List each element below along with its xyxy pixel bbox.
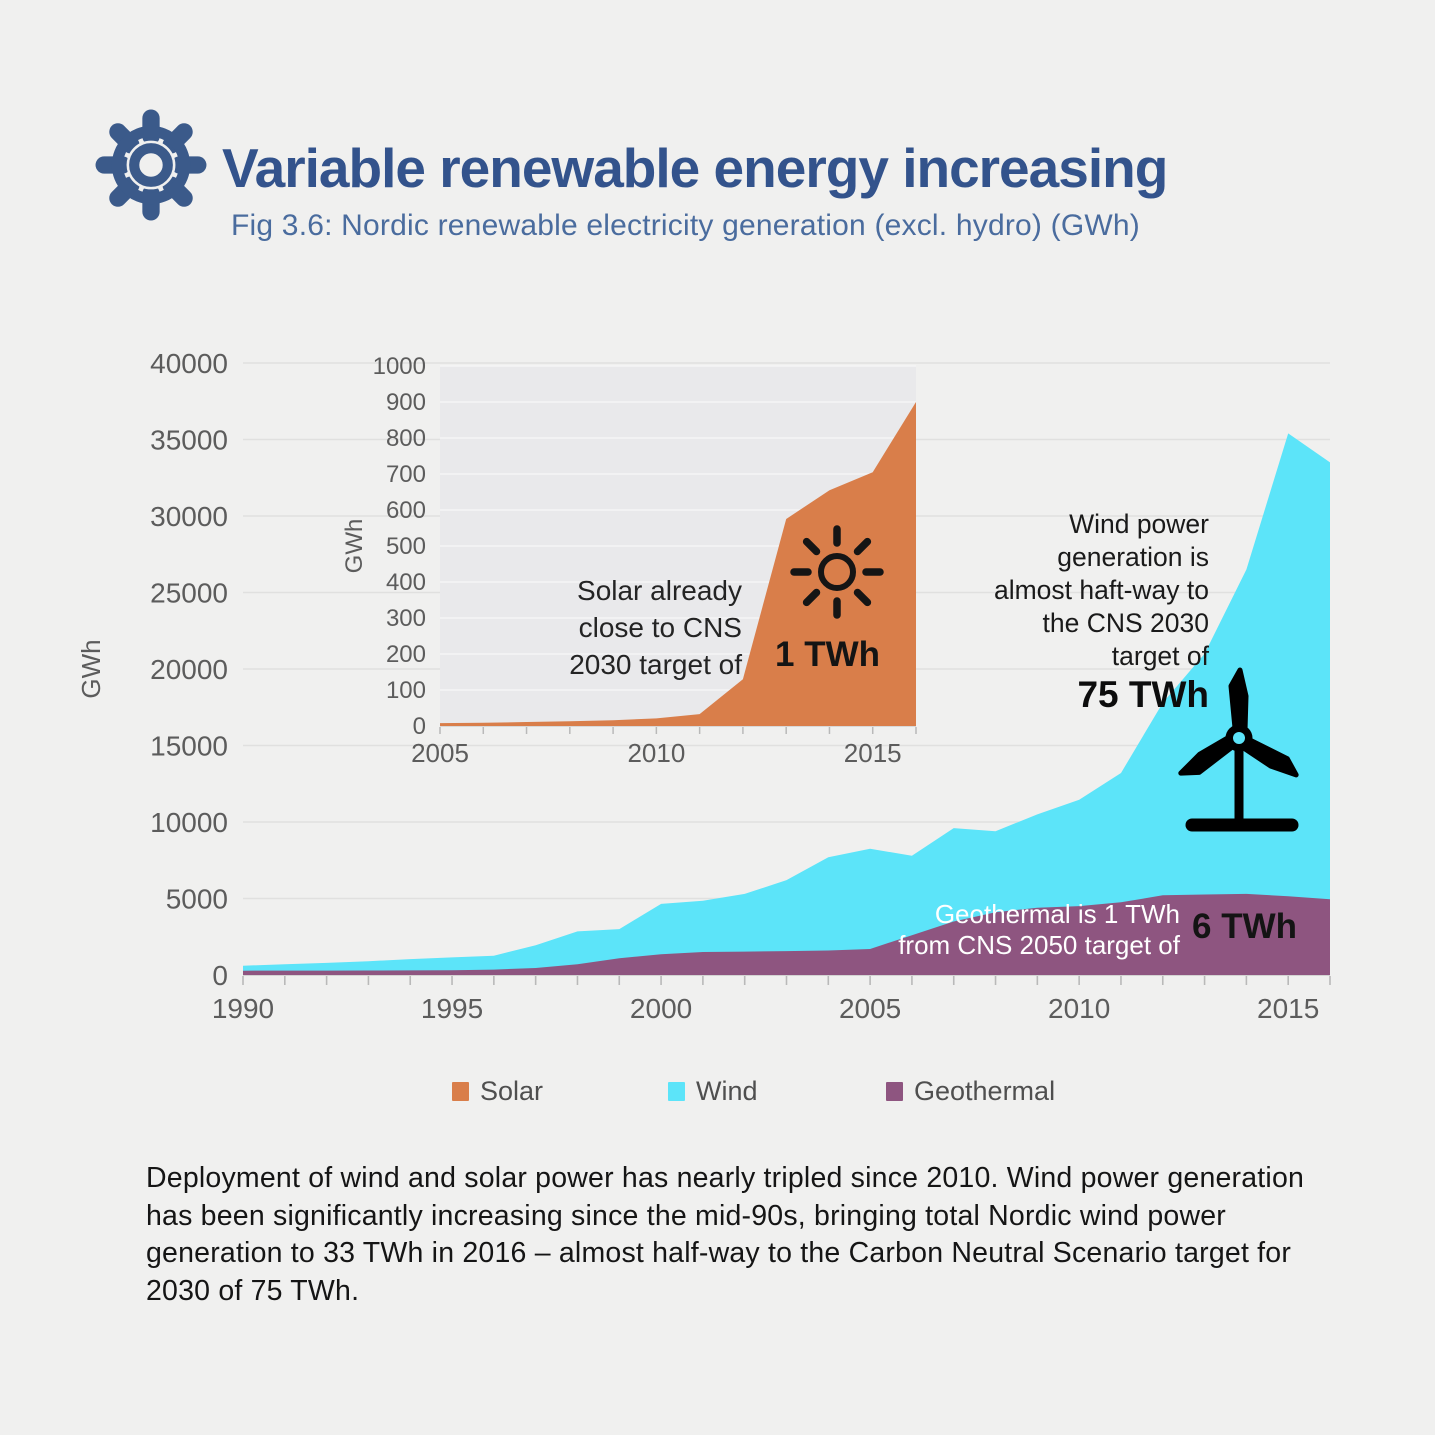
main-x-tick-label: 2015: [1257, 993, 1319, 1024]
figure-subtitle: Fig 3.6: Nordic renewable electricity ge…: [231, 209, 1140, 242]
annotation-line: target of: [1111, 641, 1209, 671]
inset-y-tick-label: 800: [386, 425, 426, 452]
main-y-tick-label: 35000: [150, 425, 228, 456]
solar-area: [440, 402, 916, 726]
sun-ray: [802, 588, 821, 607]
sun-icon: [790, 525, 884, 619]
main-y-tick-label: 30000: [150, 501, 228, 532]
sun-ray: [853, 588, 872, 607]
solar-swatch: [452, 1082, 469, 1101]
solar-annotation-text: Solar already close to CNS 2030 target of: [569, 572, 742, 683]
legend-item-wind: Wind: [668, 1076, 758, 1107]
wind-annotation: Wind power generation is almost haft-way t…: [994, 508, 1209, 715]
main-y-tick-label: 0: [212, 960, 228, 991]
legend-item-geothermal: Geothermal: [886, 1076, 1055, 1107]
geothermal-annotation: Geothermal is 1 TWh from CNS 2050 target …: [898, 899, 1180, 961]
annotation-line: Solar already: [577, 575, 742, 606]
inset-y-tick-label: 500: [386, 533, 426, 560]
inset-x-tick-label: 2015: [844, 738, 902, 768]
main-x-tick-label: 1995: [421, 993, 483, 1024]
legend-label-wind: Wind: [696, 1076, 758, 1106]
inset-y-tick-label: 700: [386, 461, 426, 488]
wind-turbine-icon: [1178, 667, 1299, 832]
inset-y-tick-label: 1000: [373, 353, 426, 380]
legend-label-geothermal: Geothermal: [914, 1076, 1056, 1106]
solar-target-value: 1 TWh: [775, 635, 880, 674]
annotation-line: generation is: [1057, 542, 1209, 572]
figure-caption: Deployment of wind and solar power has n…: [146, 1162, 1305, 1307]
main-y-tick-label: 25000: [150, 578, 228, 609]
annotation-line: the CNS 2030: [1042, 608, 1209, 638]
annotation-line: close to CNS: [578, 612, 742, 643]
annotation-line: almost haft-way to: [993, 575, 1209, 605]
main-y-tick-label: 20000: [150, 654, 228, 685]
page-title: Variable renewable energy increasing: [222, 137, 1168, 199]
main-x-tick-label: 2000: [630, 993, 692, 1024]
main-x-tick-label: 2005: [839, 993, 901, 1024]
inset-y-tick-label: 200: [386, 641, 426, 668]
wind-swatch: [668, 1082, 685, 1101]
geothermal-swatch: [886, 1082, 903, 1101]
annotation-line: Wind power: [1069, 509, 1209, 539]
inset-x-tick-label: 2010: [627, 738, 685, 768]
main-y-tick-label: 15000: [150, 731, 228, 762]
main-y-axis-title: GWh: [76, 639, 106, 698]
wind-annotation-text: Wind power generation is almost haft-way t…: [994, 508, 1209, 673]
inset-y-tick-label: 900: [386, 389, 426, 416]
geothermal-target-value: 6 TWh: [1192, 907, 1297, 946]
main-x-tick-label: 2010: [1048, 993, 1110, 1024]
wind-area: [243, 433, 1330, 975]
annotation-line: from CNS 2050 target of: [898, 930, 1180, 960]
inset-y-tick-label: 400: [386, 569, 426, 596]
inset-y-axis-title: GWh: [341, 519, 368, 574]
geothermal-area: [243, 893, 1330, 975]
main-y-tick-label: 5000: [166, 884, 228, 915]
inset-y-tick-label: 100: [386, 677, 426, 704]
sun-ray: [853, 537, 872, 556]
inset-y-tick-label: 300: [386, 605, 426, 632]
main-x-tick-label: 1990: [212, 993, 274, 1024]
inset-y-tick-label: 600: [386, 497, 426, 524]
inset-x-tick-label: 2005: [411, 738, 469, 768]
inset-y-tick-label: 0: [413, 713, 426, 740]
annotation-line: Geothermal is 1 TWh: [934, 899, 1180, 929]
gear-icon: [95, 109, 207, 221]
legend-label-solar: Solar: [480, 1076, 544, 1106]
wind-target-value: 75 TWh: [1077, 674, 1209, 715]
main-y-tick-label: 40000: [150, 348, 228, 379]
solar-annotation: Solar already close to CNS 2030 target of: [569, 572, 742, 683]
sun-ray: [802, 537, 821, 556]
legend-item-solar: Solar: [452, 1076, 543, 1107]
main-y-tick-label: 10000: [150, 807, 228, 838]
geothermal-annotation-text: Geothermal is 1 TWh from CNS 2050 target …: [898, 899, 1180, 961]
annotation-line: 2030 target of: [569, 649, 742, 680]
